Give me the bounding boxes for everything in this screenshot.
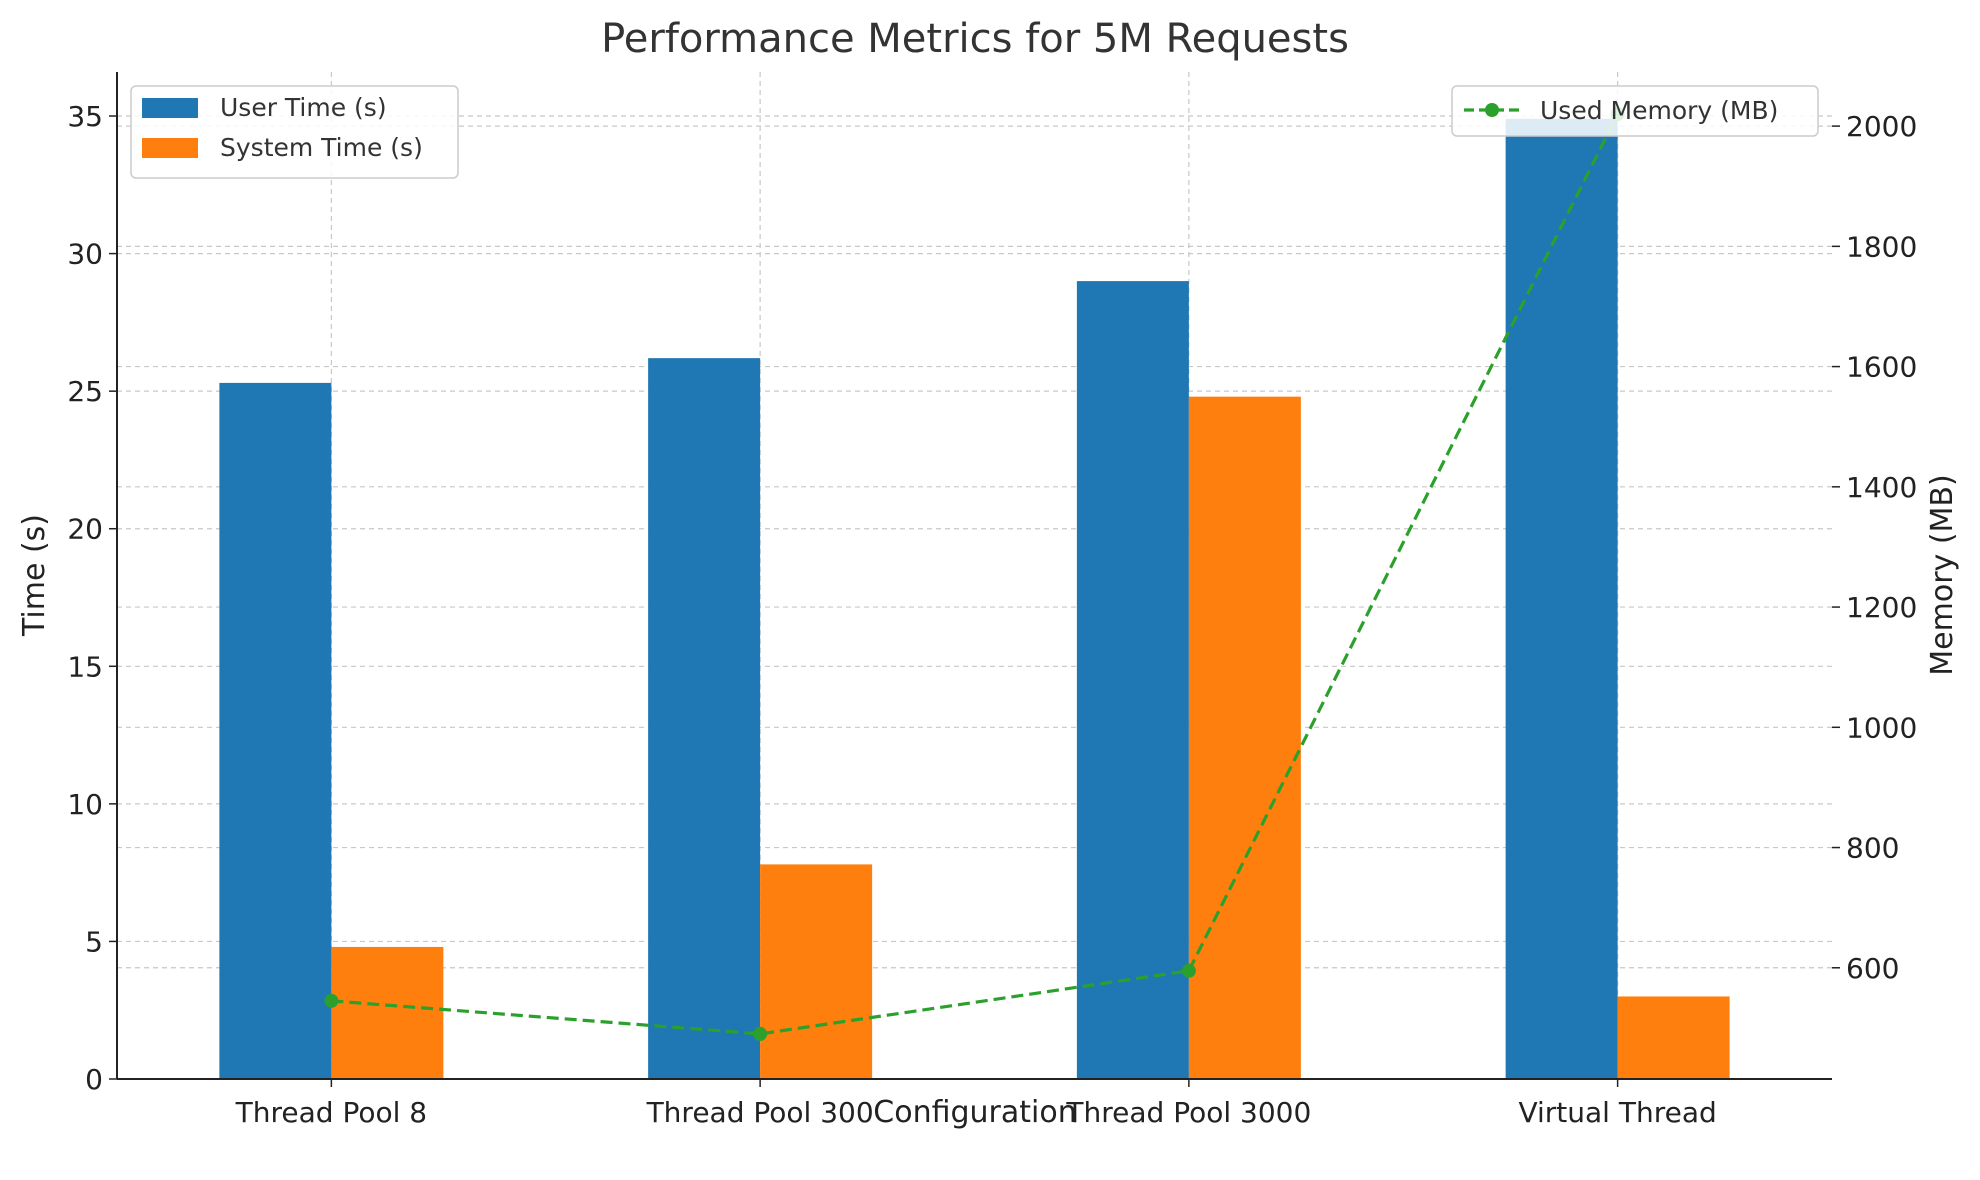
chart-title: Performance Metrics for 5M Requests (601, 16, 1349, 62)
y-tick-label: 5 (85, 925, 103, 958)
x-tick-label: Thread Pool 3000 (1065, 1096, 1311, 1129)
legend-box (130, 85, 459, 179)
user-time-bar (1076, 281, 1189, 1079)
system-time-bar (760, 864, 873, 1079)
legend-label: Used Memory (MB) (1540, 96, 1778, 125)
y2-tick-label: 1800 (1846, 230, 1917, 263)
legend-swatch (142, 138, 198, 158)
y-tick-label: 20 (67, 513, 103, 546)
grid-right (117, 125, 1832, 969)
memory-point (1181, 963, 1196, 978)
y-tick-label: 30 (67, 238, 103, 271)
y-axis-title: Time (s) (17, 514, 52, 637)
y-tick-label: 10 (67, 788, 103, 821)
x-axis-title: Configuration (873, 1095, 1076, 1130)
ticks: 0 5 10 15 20 25 30 35 600 800 1000 1200 1400 1600 1800… (67, 100, 1917, 1129)
y2-tick-label: 800 (1846, 832, 1899, 865)
bars (219, 118, 1730, 1080)
user-time-bar (1505, 118, 1618, 1080)
legend-marker (1485, 103, 1499, 117)
user-time-bar (219, 382, 332, 1079)
y-tick-label: 35 (67, 100, 103, 133)
y2-tick-label: 1200 (1846, 591, 1917, 624)
x-tick-label: Virtual Thread (1518, 1096, 1716, 1129)
x-tick-label: Thread Pool 8 (235, 1096, 427, 1129)
y2-axis-title: Memory (MB) (1925, 474, 1960, 675)
y2-tick-label: 2000 (1846, 110, 1917, 143)
y-tick-label: 0 (85, 1063, 103, 1096)
memory-point (753, 1026, 768, 1041)
axes (116, 72, 1832, 1080)
y2-tick-label: 1400 (1846, 471, 1917, 504)
y-tick-label: 25 (67, 375, 103, 408)
system-time-bar (1617, 996, 1730, 1079)
legend-bars: User Time (s) System Time (s) (130, 85, 459, 179)
memory-point (324, 993, 339, 1008)
system-time-bar (331, 946, 444, 1079)
y-tick-label: 15 (67, 650, 103, 683)
legend-line: Used Memory (MB) (1451, 85, 1819, 137)
grid-left (117, 115, 1832, 943)
legend-swatch (142, 98, 198, 118)
y2-tick-label: 600 (1846, 952, 1899, 985)
y2-tick-label: 1000 (1846, 711, 1917, 744)
x-tick-label: Thread Pool 300 (646, 1096, 874, 1129)
legend-label: System Time (s) (220, 133, 423, 162)
legend-label: User Time (s) (220, 93, 387, 122)
user-time-bar (648, 358, 761, 1079)
y2-tick-label: 1600 (1846, 351, 1917, 384)
memory-line (331, 113, 1620, 1036)
legend-box (1451, 85, 1819, 137)
system-time-bar (1188, 396, 1301, 1079)
